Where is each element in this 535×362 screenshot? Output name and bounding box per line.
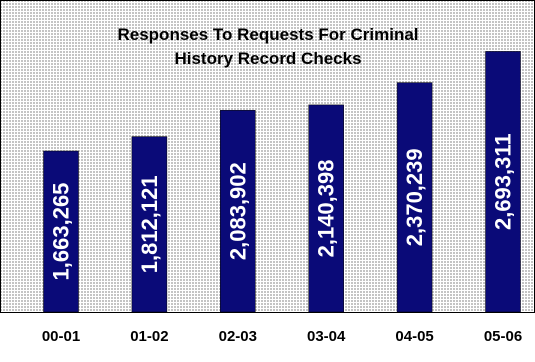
- bar-group: 1,663,265 1,812,121 2,083,902 2,140,398 2,37…: [43, 51, 521, 313]
- bar-03-04: [308, 104, 344, 313]
- bar-value-label: 2,083,902: [225, 162, 250, 260]
- bar-value-label: 1,812,121: [137, 175, 162, 273]
- bar-01-02: [131, 136, 168, 313]
- bar-00-01: [43, 150, 79, 313]
- bar-value-label: 2,370,239: [402, 148, 427, 246]
- x-axis-ticks: 00-01 01-02 02-03 03-04 04-05 05-06: [42, 328, 522, 345]
- bar-value-label: 2,140,398: [314, 159, 339, 257]
- x-tick-label: 05-06: [484, 328, 522, 345]
- x-tick-label: 03-04: [307, 328, 346, 345]
- chart-title-line-2: History Record Checks: [174, 49, 361, 68]
- x-tick-label: 04-05: [395, 328, 433, 345]
- x-tick-label: 00-01: [42, 328, 80, 345]
- bar-02-03: [220, 110, 256, 313]
- bar-value-label: 2,693,311: [491, 133, 516, 230]
- plot-background: [0, 0, 535, 313]
- chart-title-line-1: Responses To Requests For Criminal: [117, 25, 418, 44]
- x-tick-label: 02-03: [219, 328, 257, 345]
- bar-value-label: 1,663,265: [49, 183, 74, 281]
- bar-04-05: [396, 82, 433, 313]
- x-tick-label: 01-02: [130, 328, 168, 345]
- bar-05-06: [485, 51, 521, 313]
